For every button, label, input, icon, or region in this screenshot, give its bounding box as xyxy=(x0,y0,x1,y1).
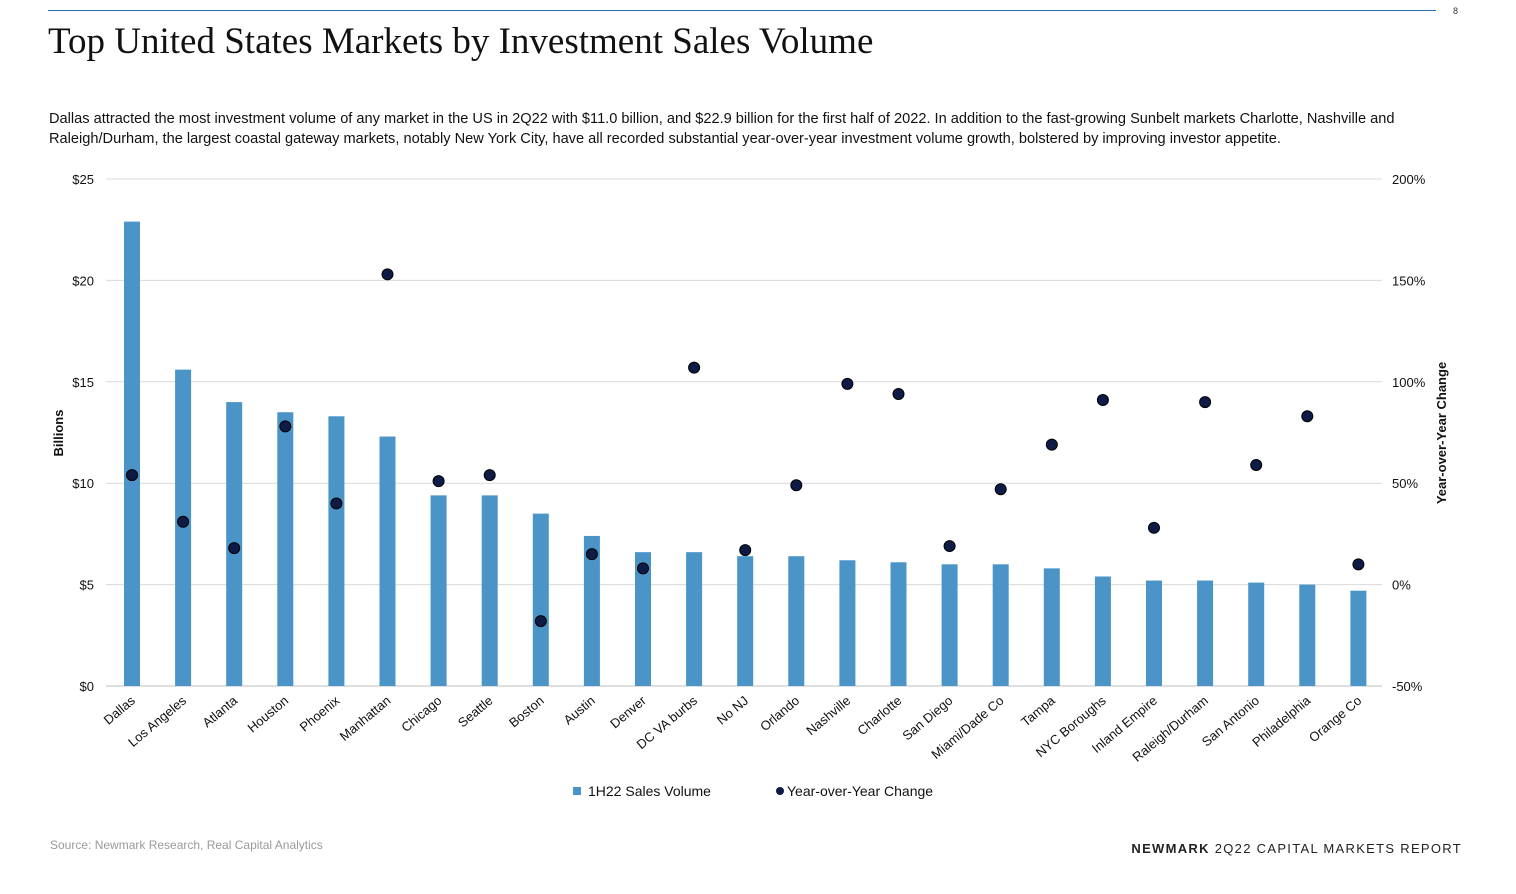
x-tick-label: Tampa xyxy=(1018,692,1058,729)
legend: 1H22 Sales Volume Year-over-Year Change xyxy=(573,783,933,799)
bar xyxy=(1248,582,1265,686)
yoy-dot xyxy=(841,377,854,390)
x-tick-label: Orlando xyxy=(757,693,802,734)
yoy-dot xyxy=(534,615,547,628)
left-tick-label: $25 xyxy=(72,172,94,187)
x-tick-label: Austin xyxy=(561,693,598,728)
yoy-dot xyxy=(1250,458,1263,471)
bar xyxy=(686,552,703,686)
x-tick-label: Orange Co xyxy=(1306,693,1364,745)
right-tick-label: 0% xyxy=(1392,578,1411,593)
legend-dot-swatch xyxy=(776,787,784,795)
right-tick-label: 50% xyxy=(1392,476,1418,491)
bar xyxy=(124,221,140,686)
page-title: Top United States Markets by Investment … xyxy=(48,21,874,62)
dot-series xyxy=(126,268,1365,628)
bar xyxy=(532,513,549,686)
legend-bar-label: 1H22 Sales Volume xyxy=(588,783,711,799)
bar xyxy=(1094,576,1111,686)
footer: NEWMARK 2Q22 CAPITAL MARKETS REPORT xyxy=(1131,841,1462,856)
yoy-dot xyxy=(483,469,496,482)
right-tick-label: -50% xyxy=(1392,679,1423,694)
x-tick-label: Manhattan xyxy=(337,693,394,744)
right-tick-label: 100% xyxy=(1392,375,1426,390)
yoy-dot xyxy=(381,268,394,281)
bar xyxy=(1299,584,1316,686)
bar xyxy=(1043,568,1060,686)
yoy-dot xyxy=(432,475,445,488)
right-axis-title: Year-over-Year Change xyxy=(1434,362,1449,504)
bar xyxy=(788,556,805,686)
bar xyxy=(481,495,498,686)
page-description: Dallas attracted the most investment vol… xyxy=(49,111,1395,147)
x-tick-label: Boston xyxy=(506,693,547,731)
yoy-dot xyxy=(1096,394,1109,407)
yoy-dot xyxy=(1352,558,1365,571)
yoy-dot xyxy=(1045,438,1058,451)
yoy-dot xyxy=(177,515,190,528)
yoy-dot xyxy=(688,361,701,374)
yoy-dot xyxy=(585,548,598,561)
left-tick-label: $10 xyxy=(72,476,94,491)
yoy-dot xyxy=(228,542,241,555)
left-tick-label: $5 xyxy=(80,578,94,593)
left-tick-label: $0 xyxy=(80,679,94,694)
yoy-dot xyxy=(1199,396,1212,409)
left-tick-label: $15 xyxy=(72,375,94,390)
yoy-dot xyxy=(330,497,343,510)
x-tick-label: Nashville xyxy=(803,693,853,738)
left-axis-ticks: $0 $5 $10 $15 $20 $25 xyxy=(72,172,94,694)
x-tick-label: Denver xyxy=(607,692,649,731)
x-tick-label: Chicago xyxy=(398,693,444,735)
x-tick-label: Charlotte xyxy=(854,693,904,738)
bar xyxy=(1197,580,1214,686)
yoy-dot xyxy=(739,544,752,557)
yoy-dot xyxy=(892,387,905,400)
bar xyxy=(430,495,447,686)
right-tick-label: 150% xyxy=(1392,273,1426,288)
yoy-dot xyxy=(1148,521,1160,534)
bar-series xyxy=(124,221,1367,686)
page-number: 8 xyxy=(1453,6,1459,16)
bar xyxy=(1350,590,1367,686)
footer-report-title: 2Q22 CAPITAL MARKETS REPORT xyxy=(1209,841,1462,856)
yoy-dot xyxy=(943,540,956,553)
bar xyxy=(635,552,651,686)
right-axis-ticks: -50% 0% 50% 100% 150% 200% xyxy=(1392,172,1426,694)
x-tick-label: Atlanta xyxy=(199,692,240,730)
yoy-dot xyxy=(790,479,803,492)
bar xyxy=(1146,580,1162,686)
footer-brand: NEWMARK xyxy=(1131,841,1210,856)
top-rule xyxy=(48,10,1436,11)
bar xyxy=(175,369,192,686)
bar xyxy=(379,436,396,686)
x-tick-label: Dallas xyxy=(101,692,139,727)
x-tick-label: Houston xyxy=(244,693,291,736)
bar xyxy=(890,562,907,686)
legend-dot-label: Year-over-Year Change xyxy=(787,783,933,799)
x-tick-label: No NJ xyxy=(714,693,751,728)
bar xyxy=(737,556,754,686)
left-axis-title: Billions xyxy=(51,410,66,457)
bar xyxy=(328,416,345,686)
x-tick-label: Phoenix xyxy=(297,692,343,734)
x-tick-label: Seattle xyxy=(455,693,496,731)
source-note: Source: Newmark Research, Real Capital A… xyxy=(50,838,323,852)
yoy-dot xyxy=(1301,410,1314,423)
legend-bar-swatch xyxy=(573,787,581,795)
bar xyxy=(992,564,1009,686)
left-tick-label: $20 xyxy=(72,273,94,288)
right-tick-label: 200% xyxy=(1392,172,1426,187)
yoy-dot xyxy=(126,469,138,482)
bar xyxy=(941,564,958,686)
yoy-dot xyxy=(637,562,649,575)
bar xyxy=(839,560,856,686)
bar xyxy=(583,535,600,686)
bar xyxy=(277,412,294,686)
yoy-dot xyxy=(994,483,1007,496)
yoy-dot xyxy=(279,420,292,433)
